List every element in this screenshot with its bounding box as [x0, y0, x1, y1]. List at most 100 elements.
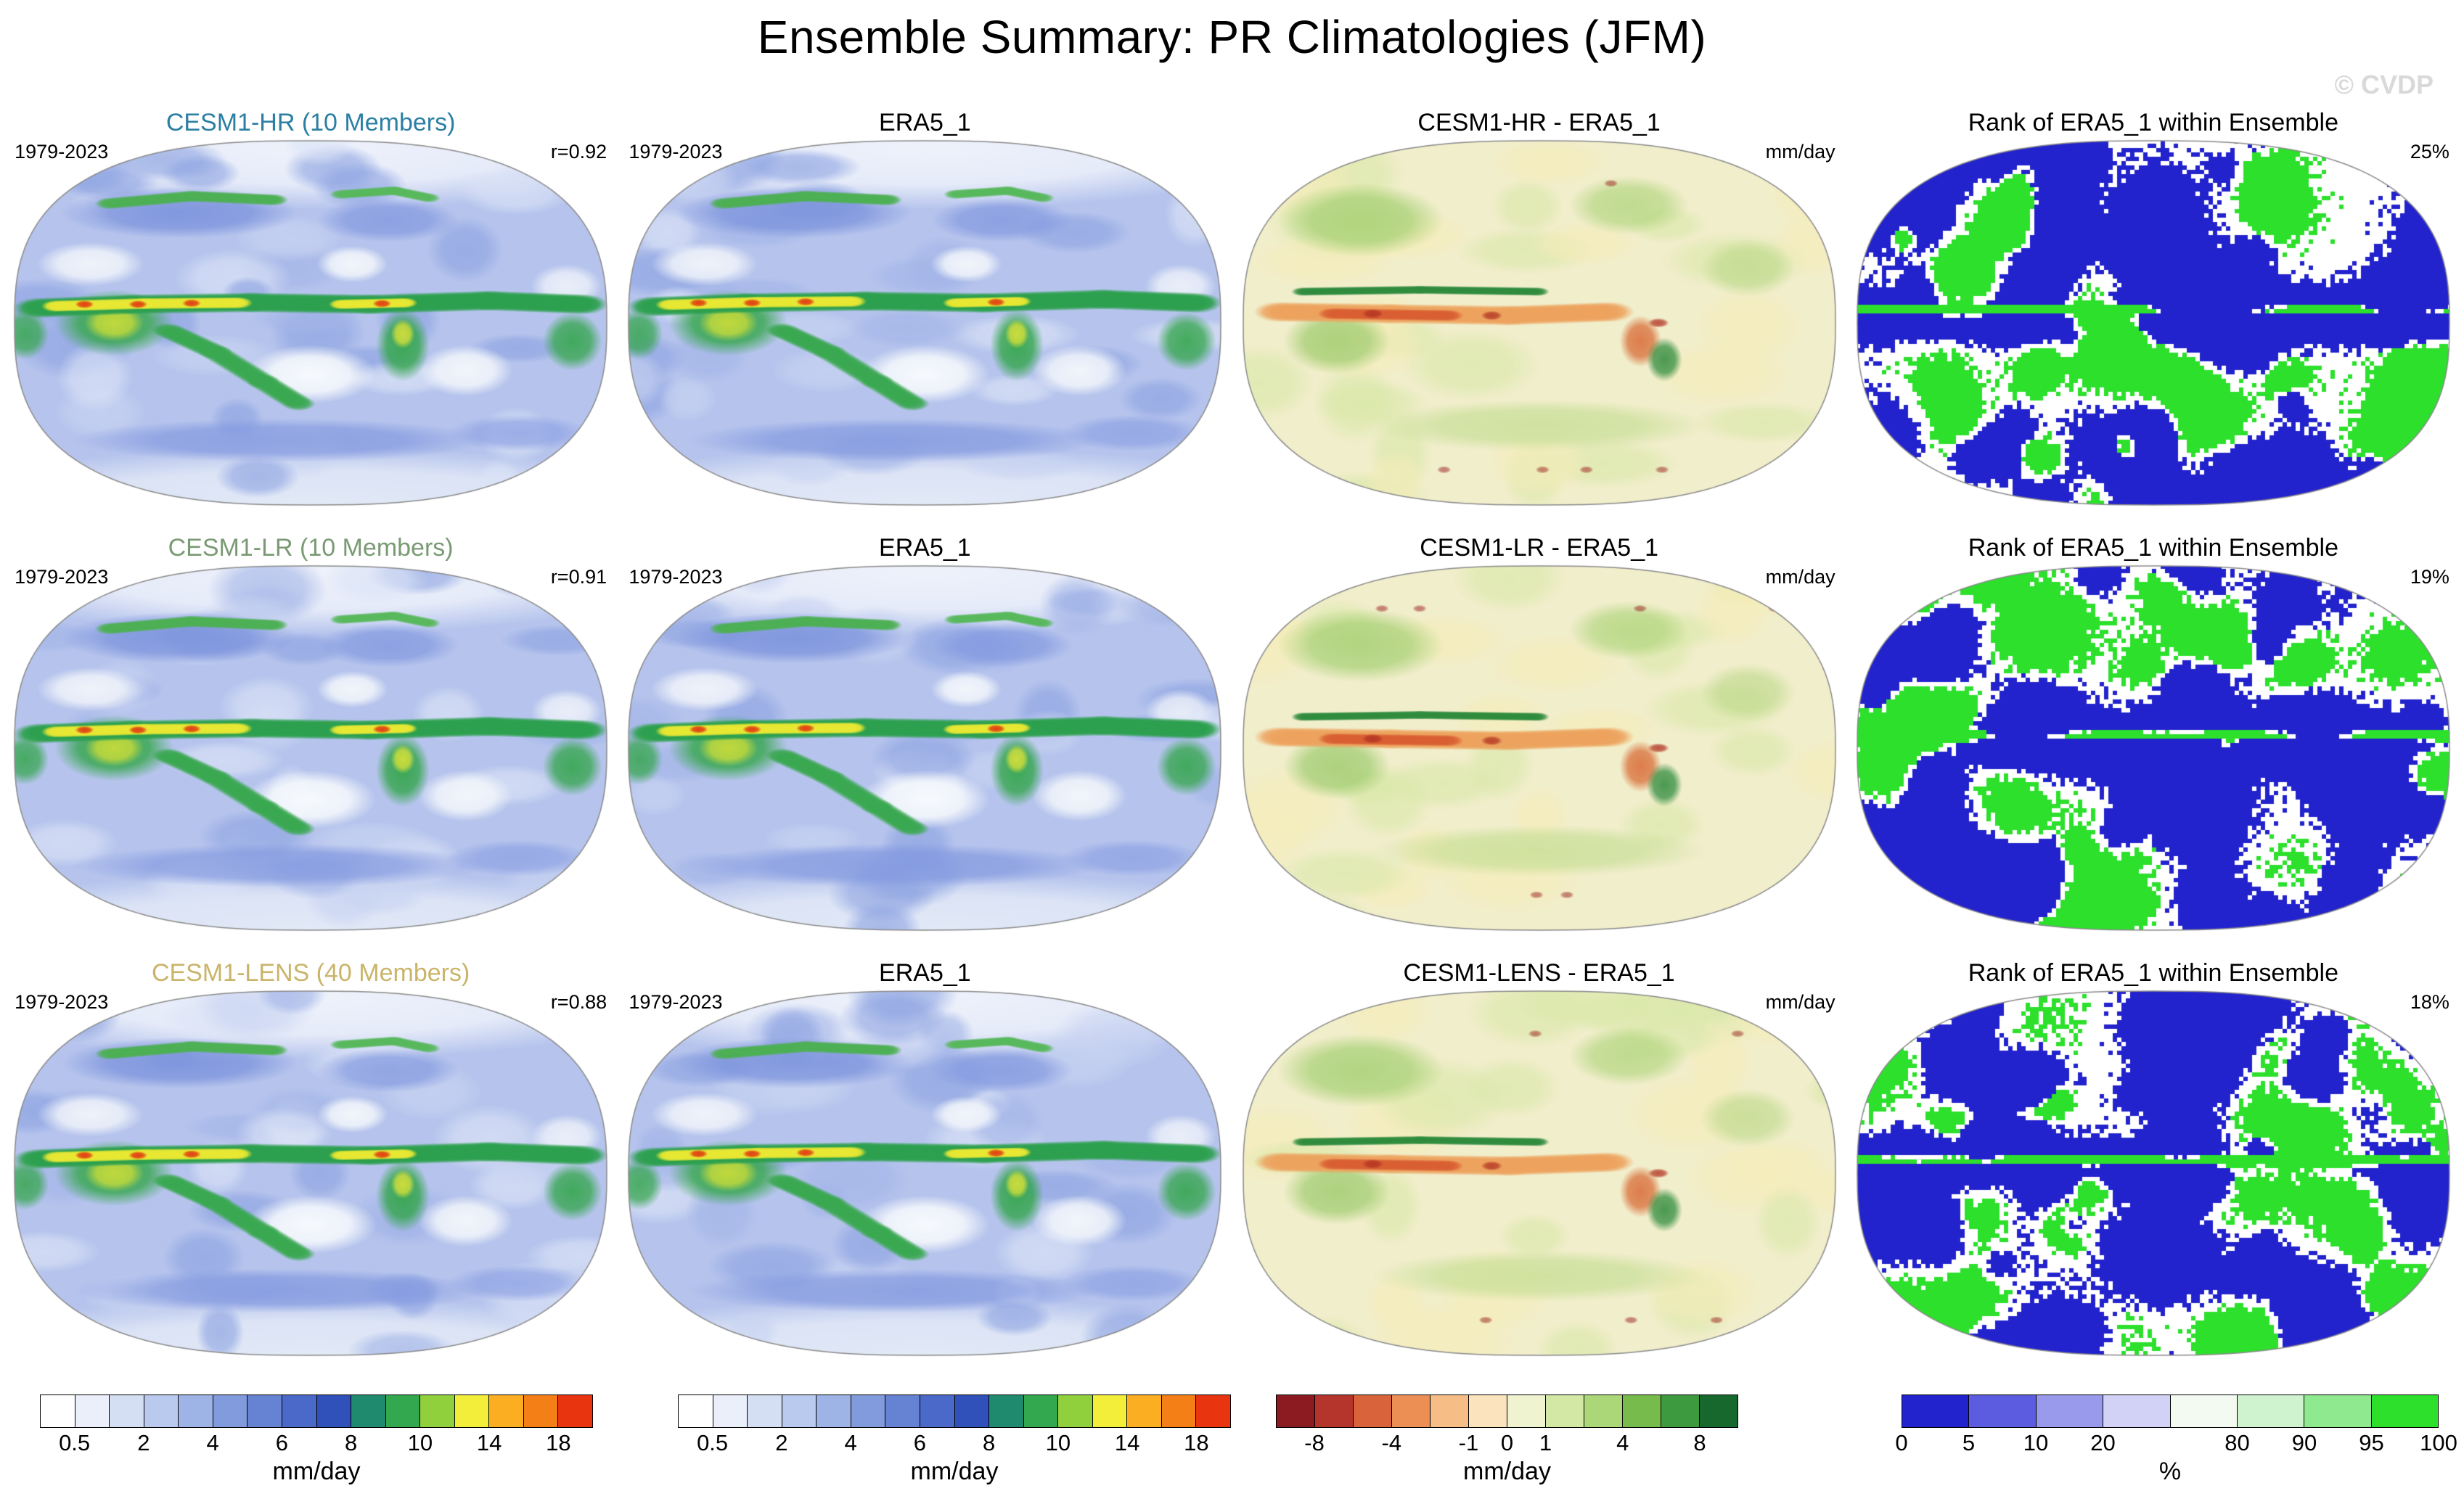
colorbar-swatch [1469, 1395, 1507, 1427]
colorbar-swatch [1623, 1395, 1661, 1427]
colorbar-swatch [454, 1395, 490, 1427]
colorbar-swatch [2036, 1395, 2104, 1427]
colorbar-swatch [1392, 1395, 1430, 1427]
colorbar-swatches [1902, 1395, 2439, 1428]
colorbar-swatch [920, 1395, 955, 1427]
colorbar-swatches [1276, 1395, 1738, 1428]
panel-title-model: CESM1-LR (10 Members) [168, 534, 454, 562]
colorbar-unit-label: mm/day [1463, 1458, 1551, 1485]
map-canvas-precip [627, 990, 1223, 1357]
colorbar-swatch [713, 1395, 748, 1427]
colorbar-tick: 18 [1184, 1430, 1209, 1455]
panel-obs-climo-row2: ERA5_1 1979-2023 [623, 531, 1227, 932]
colorbar-tick: 0.5 [59, 1430, 91, 1455]
map-model-climo-row3: 1979-2023 r=0.88 [13, 990, 609, 1357]
colorbar-swatch [1354, 1395, 1392, 1427]
pattern-correlation-label: r=0.91 [550, 566, 607, 588]
map-model-climo-row1: 1979-2023 r=0.92 [13, 139, 609, 506]
colorbar-tick: 14 [1114, 1430, 1140, 1455]
colorbar-swatch [1196, 1395, 1230, 1427]
colorbar-tick: 10 [407, 1430, 433, 1455]
colorbar-tick-labels: -8 -4 -1 0 1 4 8 [1276, 1430, 1738, 1459]
colorbar-swatch [489, 1395, 524, 1427]
colorbar-swatch [1092, 1395, 1128, 1427]
colorbar-swatch [816, 1395, 851, 1427]
panel-diff-row3: CESM1-LENS - ERA5_1 mm/day [1237, 956, 1841, 1357]
pattern-correlation-label: r=0.92 [550, 141, 607, 163]
period-label: 1979-2023 [629, 141, 723, 163]
map-canvas-rank [1855, 564, 2451, 932]
colorbar-swatch [2170, 1395, 2238, 1427]
colorbar-precip-obs: 0.5 2 4 6 8 10 14 18 mm/day [678, 1395, 1231, 1489]
colorbar-tick: 4 [1616, 1430, 1629, 1455]
colorbar-swatch [523, 1395, 559, 1427]
map-canvas-diff [1241, 990, 1837, 1357]
colorbar-tick: 8 [1693, 1430, 1706, 1455]
colorbar-tick-labels: 0 5 10 20 80 90 95 100 [1895, 1430, 2457, 1459]
colorbar-tick: 95 [2359, 1430, 2384, 1455]
colorbar-swatch [213, 1395, 248, 1427]
colorbar-difference: -8 -4 -1 0 1 4 8 mm/day [1276, 1395, 1738, 1489]
panel-title-diff: CESM1-HR - ERA5_1 [1417, 109, 1661, 136]
colorbar-swatch [851, 1395, 886, 1427]
pattern-correlation-label: r=0.88 [550, 991, 607, 1013]
map-canvas-rank [1855, 990, 2451, 1357]
colorbar-tick: -8 [1304, 1430, 1325, 1455]
panel-title-obs: ERA5_1 [879, 109, 971, 136]
panel-obs-climo-row1: ERA5_1 1979-2023 [623, 106, 1227, 506]
map-canvas-precip [13, 564, 609, 932]
panel-title-rank: Rank of ERA5_1 within Ensemble [1968, 109, 2338, 136]
colorbar-swatch [179, 1395, 213, 1427]
colorbar-tick: 2 [775, 1430, 788, 1455]
rank-percent-label: 19% [2410, 566, 2449, 588]
colorbar-swatch [351, 1395, 386, 1427]
colorbar-swatch [1902, 1395, 1970, 1427]
colorbar-tick: 6 [913, 1430, 926, 1455]
panel-title-diff: CESM1-LENS - ERA5_1 [1403, 959, 1675, 987]
colorbar-swatch [1161, 1395, 1197, 1427]
colorbar-tick: 8 [345, 1430, 358, 1455]
colorbar-swatch [989, 1395, 1024, 1427]
colorbar-swatches [40, 1395, 593, 1428]
panel-model-climo-row2: CESM1-LR (10 Members) 1979-2023 r=0.91 [9, 531, 613, 932]
period-label: 1979-2023 [629, 566, 723, 588]
panel-diff-row2: CESM1-LR - ERA5_1 mm/day [1237, 531, 1841, 932]
map-canvas-precip [627, 139, 1223, 506]
colorbar-swatch [1430, 1395, 1469, 1427]
colorbar-swatch [1969, 1395, 2037, 1427]
cvdp-watermark: © CVDP [2334, 70, 2434, 99]
map-canvas-precip [13, 139, 609, 506]
map-rank-row2: 19% [1855, 564, 2451, 932]
colorbar-swatch [1023, 1395, 1059, 1427]
map-obs-climo-row2: 1979-2023 [627, 564, 1223, 932]
colorbar-swatch [1127, 1395, 1162, 1427]
period-label: 1979-2023 [15, 991, 109, 1013]
colorbar-tick-labels: 0.5 2 4 6 8 10 14 18 [678, 1430, 1231, 1459]
colorbar-tick: 4 [206, 1430, 219, 1455]
colorbar-tick: 0.5 [697, 1430, 729, 1455]
map-rank-row3: 18% [1855, 990, 2451, 1357]
colorbar-swatch [2371, 1395, 2438, 1427]
colorbar-swatch [748, 1395, 782, 1427]
colorbar-swatch [1546, 1395, 1584, 1427]
map-canvas-diff [1241, 139, 1837, 506]
rank-percent-label: 25% [2410, 141, 2449, 163]
colorbar-swatch [282, 1395, 317, 1427]
colorbar-swatch [558, 1395, 592, 1427]
colorbar-tick: 2 [137, 1430, 150, 1455]
units-label: mm/day [1765, 141, 1835, 163]
colorbar-swatch [420, 1395, 455, 1427]
panel-rank-row1: Rank of ERA5_1 within Ensemble 25% [1851, 106, 2455, 506]
panel-title-diff: CESM1-LR - ERA5_1 [1420, 534, 1659, 562]
colorbar-swatch [1507, 1395, 1546, 1427]
panel-title-rank: Rank of ERA5_1 within Ensemble [1968, 534, 2338, 562]
colorbar-swatch [144, 1395, 179, 1427]
colorbar-rank: 0 5 10 20 80 90 95 100 % [1895, 1395, 2457, 1489]
colorbar-swatch [110, 1395, 144, 1427]
colorbar-tick: 8 [983, 1430, 996, 1455]
colorbar-swatch [316, 1395, 352, 1427]
colorbar-tick: 6 [275, 1430, 288, 1455]
colorbar-tick: 90 [2291, 1430, 2317, 1455]
rank-percent-label: 18% [2410, 991, 2449, 1013]
colorbar-tick: 0 [1500, 1430, 1514, 1455]
